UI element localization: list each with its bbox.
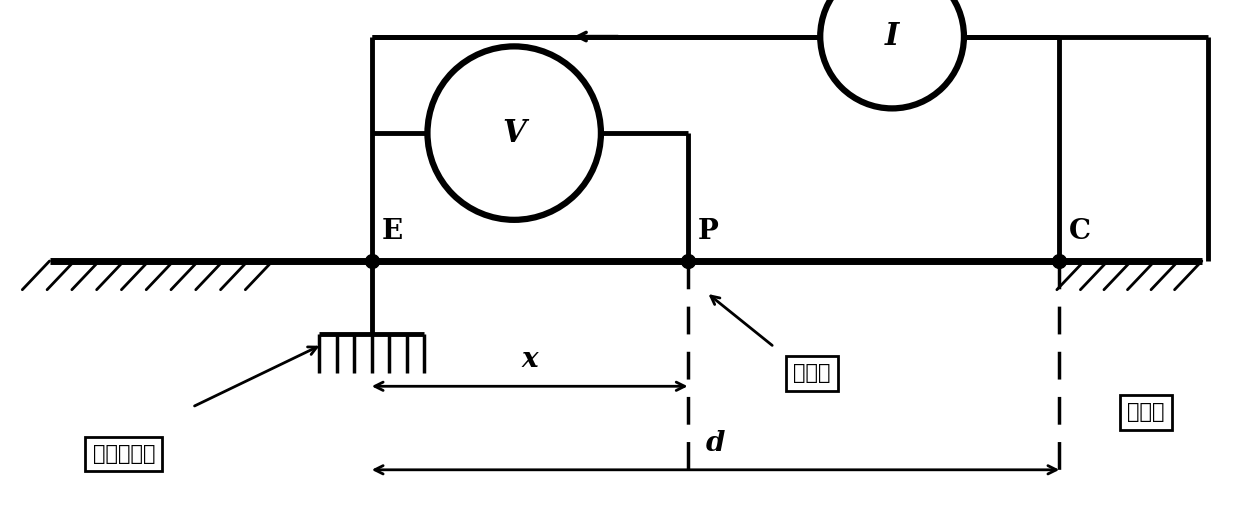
Text: C: C [1069,218,1092,245]
Text: x: x [522,346,538,373]
Text: 待测接地极: 待测接地极 [93,444,155,464]
Text: E: E [382,218,403,245]
Text: V: V [502,117,527,149]
Text: d: d [706,430,725,457]
Text: 电流极: 电流极 [1127,402,1165,422]
Ellipse shape [427,46,601,220]
Ellipse shape [820,0,964,109]
Text: I: I [885,21,900,52]
Text: 电位极: 电位极 [793,363,830,383]
Text: P: P [698,218,719,245]
